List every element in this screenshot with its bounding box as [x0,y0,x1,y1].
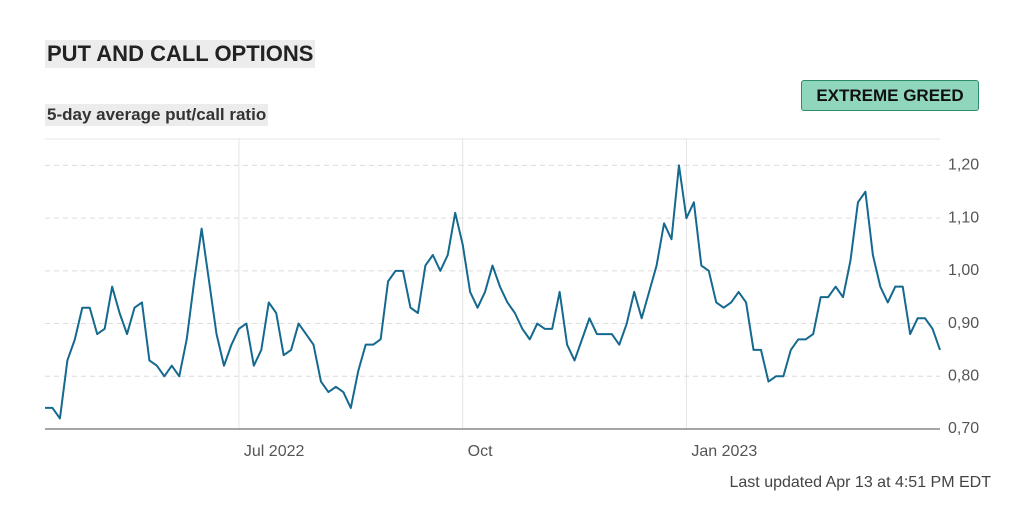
y-tick-label: 0,70 [948,420,979,437]
chart-title: PUT AND CALL OPTIONS [45,40,316,68]
y-tick-label: 0,90 [948,315,979,332]
data-line [45,164,941,420]
last-updated: Last updated Apr 13 at 4:51 PM EDT [729,474,992,491]
y-tick-label: 1,10 [948,209,979,226]
y-tick-label: 1,00 [948,262,979,279]
x-tick-label: Oct [468,443,493,460]
x-tick-label: Jul 2022 [244,443,305,460]
x-tick-label: Jan 2023 [691,443,757,460]
chart-subtitle: 5-day average put/call ratio [45,104,269,126]
y-tick-label: 0,80 [948,367,979,384]
y-tick-label: 1,20 [948,157,979,174]
sentiment-badge: EXTREME GREED [801,80,979,111]
